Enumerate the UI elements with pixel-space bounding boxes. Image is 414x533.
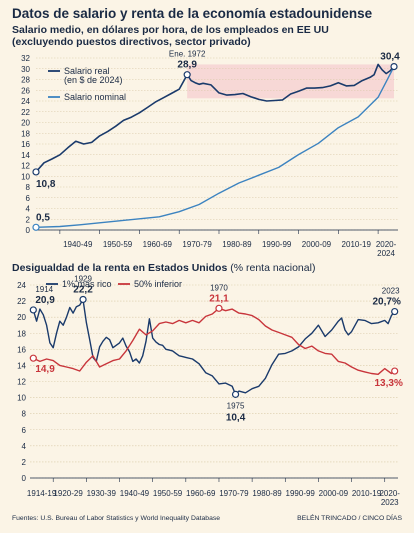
source-note: Fuentes: U.S. Bureau of Labor Statistics…	[12, 515, 221, 522]
x-tick-label: 1920-29	[53, 489, 83, 498]
y-tick-label: 8	[22, 410, 27, 419]
data-point-2023-top1	[391, 307, 399, 316]
x-tick-label: 2020-2024	[376, 240, 397, 258]
annotation-value: 22,2	[73, 284, 93, 295]
annotation-value: 30,4	[380, 52, 400, 63]
y-tick-label: 2	[22, 458, 27, 467]
y-tick-label: 4	[22, 442, 27, 451]
legend-label-top1: 1% más rico	[62, 279, 112, 289]
y-tick-label: 14	[17, 361, 26, 370]
y-tick-label: 16	[21, 140, 30, 149]
y-tick-label: 4	[26, 205, 31, 214]
y-tick-label: 18	[17, 329, 26, 338]
y-tick-label: 22	[17, 297, 26, 306]
chart1-subtitle-note: (excluyendo puestos directivos, sector p…	[12, 36, 251, 48]
data-point-1914	[29, 306, 37, 314]
y-tick-label: 14	[21, 151, 30, 160]
annotation-value: 10,8	[36, 179, 56, 190]
chart2-subtitle-bold: Desigualdad de la renta en Estados Unido…	[12, 262, 228, 274]
x-tick-label: 2000-09	[302, 240, 332, 249]
x-tick-label: 1950-59	[103, 240, 133, 249]
y-tick-label: 16	[17, 345, 26, 354]
x-tick-label: 2000-09	[319, 489, 349, 498]
chart1-subtitle: Salario medio, en dólares por hora, de l…	[12, 24, 407, 48]
y-tick-label: 6	[26, 194, 31, 203]
y-tick-label: 2	[26, 215, 31, 224]
data-point-1914-bottom50	[29, 354, 37, 362]
annotation-label: Ene. 1972	[169, 50, 206, 59]
data-point-1972	[183, 71, 191, 79]
y-tick-label: 12	[21, 162, 30, 171]
y-tick-label: 18	[21, 129, 30, 138]
data-point-start-real	[32, 168, 40, 176]
y-tick-label: 8	[26, 183, 31, 192]
annotation-label: Sep. 2024	[370, 50, 407, 51]
x-tick-label: 2010-19	[352, 489, 382, 498]
top1-line	[32, 298, 396, 396]
y-tick-label: 12	[17, 378, 26, 387]
y-tick-label: 10	[21, 172, 30, 181]
x-tick-label: 1980-89	[222, 240, 252, 249]
annotation-value: 0,5	[36, 212, 50, 223]
y-tick-label: 30	[21, 65, 30, 74]
x-tick-label: 1990-99	[286, 489, 316, 498]
legend-label-bottom50: 50% inferior	[134, 279, 182, 289]
chart2-subtitle-unit: (% renta nacional)	[230, 262, 316, 274]
data-point-1975	[231, 390, 240, 398]
x-tick-label: 1970-79	[182, 240, 212, 249]
annotation-label: 2023	[382, 287, 400, 296]
legend-label-nominal: Salario nominal	[64, 92, 126, 102]
y-tick-label: 0	[22, 474, 27, 483]
y-tick-label: 22	[21, 108, 30, 117]
annotation-value: 13,3%	[375, 378, 403, 389]
annotation-value: 21,1	[209, 293, 229, 304]
chart2-subtitle: Desigualdad de la renta en Estados Unido…	[12, 262, 315, 274]
y-tick-label: 0	[26, 226, 31, 235]
annotation-value: 20,9	[35, 295, 55, 306]
real-wage-line	[35, 63, 395, 173]
x-tick-label: 1980-89	[252, 489, 282, 498]
x-tick-label: 1940-49	[63, 240, 93, 249]
bottom50-line	[32, 307, 396, 375]
x-tick-label: 1970-79	[219, 489, 249, 498]
x-tick-label: 1914-19	[27, 489, 57, 498]
annotation-label: 1970	[210, 283, 228, 292]
data-point-1929	[79, 295, 87, 304]
annotation-label: 1929	[74, 275, 92, 283]
data-point-1970	[215, 304, 223, 312]
legend-label-real: Salario real (en $ de 2024)	[64, 66, 123, 85]
x-tick-label: 1960-69	[143, 240, 173, 249]
annotation-value: 14,9	[35, 364, 55, 375]
y-tick-label: 32	[21, 54, 30, 63]
data-point-2024	[390, 63, 398, 71]
y-tick-label: 20	[21, 119, 30, 128]
x-tick-label: 1960-69	[186, 489, 216, 498]
annotation-label: 1914	[35, 285, 53, 294]
y-tick-label: 24	[17, 281, 26, 290]
x-tick-label: 1930-39	[87, 489, 117, 498]
chart1-subtitle-bold: Salario medio, en dólares por hora, de l…	[12, 24, 329, 36]
annotation-value: 20,7%	[373, 297, 401, 308]
y-tick-label: 20	[17, 313, 26, 322]
y-tick-label: 26	[21, 86, 30, 95]
y-tick-label: 24	[21, 97, 30, 106]
x-tick-label: 1950-59	[153, 489, 183, 498]
y-tick-label: 10	[17, 394, 26, 403]
y-tick-label: 28	[21, 76, 30, 85]
nominal-wage-line	[35, 66, 395, 228]
data-point-2023-bottom50	[391, 367, 399, 375]
y-tick-label: 6	[22, 426, 27, 435]
x-tick-label: 2020-2023	[379, 489, 400, 507]
data-point-start-nominal	[32, 223, 40, 231]
annotation-value: 28,9	[177, 60, 197, 71]
annotation-label: 1975	[227, 401, 245, 410]
x-tick-label: 1990-99	[262, 240, 292, 249]
annotation-value: 10,4	[226, 412, 246, 423]
main-title: Datos de salario y renta de la economía …	[12, 6, 373, 21]
credit-note: BELÉN TRINCADO / CINCO DÍAS	[297, 515, 402, 522]
x-tick-label: 2010-19	[342, 240, 372, 249]
x-tick-label: 1940-49	[120, 489, 150, 498]
